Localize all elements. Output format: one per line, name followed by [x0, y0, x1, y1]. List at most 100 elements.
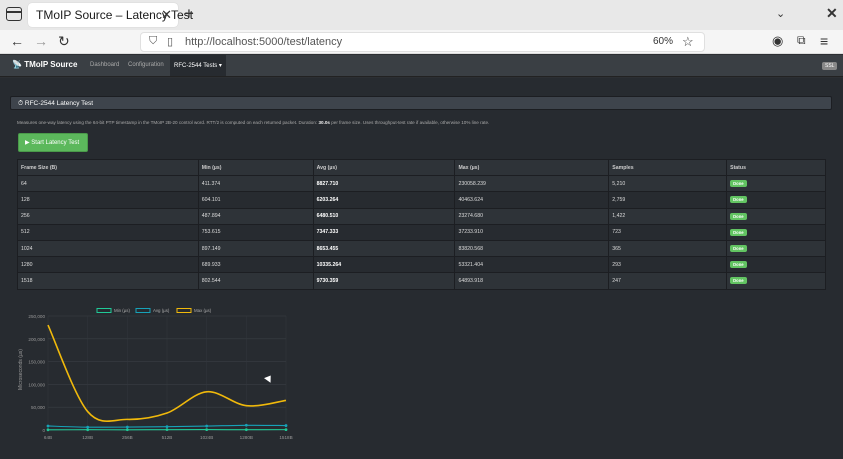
cell-frame-size: 1024: [17, 239, 199, 258]
extensions-icon[interactable]: ⧉: [797, 33, 806, 47]
cell-min: 604.101: [197, 191, 314, 209]
test-description: Measures one-way latency using the 64-bi…: [17, 120, 489, 125]
data-point: [205, 424, 209, 428]
legend-label: Avg (µs): [153, 308, 170, 313]
nav-rfc2544-tests[interactable]: RFC-2544 Tests ▾: [170, 55, 226, 76]
chart-legend: Min (µs) Avg (µs) Max (µs): [96, 308, 212, 313]
data-point: [244, 428, 248, 432]
tab-title: TMoIP Source – Latency Test: [36, 8, 193, 22]
tab-close-icon[interactable]: ✕: [161, 7, 172, 22]
table-row: 128 604.101 6203.264 40463.624 2,759 Done: [17, 191, 826, 209]
chart-x-ticks: 64B 128B 256B 512B 1024B 1280B 1518B: [44, 435, 293, 440]
nav-configuration[interactable]: Configuration: [128, 62, 164, 68]
data-point: [86, 425, 90, 429]
cell-samples: 723: [608, 223, 728, 241]
status-badge: Done: [730, 196, 747, 204]
legend-swatch: [176, 308, 192, 313]
url-bar[interactable]: ⛉ ▯ http://localhost:5000/test/latency 6…: [140, 32, 705, 52]
account-icon[interactable]: ◉: [772, 33, 784, 48]
shield-icon[interactable]: ⛉: [149, 35, 158, 47]
series-line-2: [47, 324, 287, 423]
chart-y-ticks: 250,000 200,000 150,000 100,000 50,000 0: [28, 314, 45, 433]
y-axis-label: Microseconds (µs): [18, 349, 24, 390]
table-row: 1280 689.933 10335.264 53321.404 293 Done: [17, 256, 826, 274]
start-latency-test-button[interactable]: ▶ Start Latency Test: [18, 133, 88, 152]
latency-panel: ⏱ RFC-2544 Latency Test Measures one-way…: [10, 96, 832, 459]
new-tab-icon[interactable]: +: [184, 4, 194, 23]
col-frame-size: Frame Size (B): [17, 158, 199, 177]
cell-status: Done: [726, 207, 826, 225]
page-info-icon[interactable]: ▯: [167, 36, 174, 48]
y-tick-label: 150,000: [28, 360, 45, 365]
cell-samples: 247: [608, 272, 728, 290]
browser-navbar: ← → ↻ ⛉ ▯ http://localhost:5000/test/lat…: [0, 30, 843, 54]
cell-avg: 8827.710: [312, 175, 456, 193]
satellite-icon: 📡: [12, 60, 22, 69]
cell-status: Done: [726, 272, 826, 290]
cell-avg: 9730.359: [312, 272, 456, 290]
cell-samples: 293: [608, 256, 728, 274]
legend-label: Max (µs): [194, 308, 212, 313]
col-max: Max (µs): [454, 158, 610, 177]
latency-chart: 250,000 200,000 150,000 100,000 50,000 0 64B 1…: [18, 308, 293, 440]
menu-icon[interactable]: ≡: [820, 33, 829, 49]
desc-text-post: per frame size. Uses throughput-test rat…: [329, 120, 490, 125]
cell-samples: 2,759: [608, 191, 728, 209]
chevron-down-icon[interactable]: ⌄: [776, 8, 786, 20]
cell-min: 753.615: [197, 223, 314, 241]
ssl-badge: SSL: [822, 62, 838, 70]
cell-samples: 1,422: [608, 207, 728, 225]
app-brand[interactable]: 📡 TMoIP Source: [12, 60, 77, 69]
nav-dashboard[interactable]: Dashboard: [90, 62, 120, 68]
cell-frame-size: 1518: [17, 272, 199, 290]
cell-avg: 6480.510: [312, 207, 456, 225]
stopwatch-icon: ⏱: [18, 100, 24, 107]
panel-title: ⏱ RFC-2544 Latency Test: [18, 100, 93, 108]
table-row: 256 487.894 6480.510 23274.680 1,422 Done: [17, 207, 826, 225]
status-badge: Done: [730, 180, 747, 188]
app-brand-label: TMoIP Source: [24, 60, 78, 69]
back-icon[interactable]: ←: [10, 33, 24, 49]
status-badge: Done: [730, 277, 747, 285]
col-avg: Avg (µs): [312, 158, 456, 177]
data-point: [244, 423, 248, 427]
browser-tab[interactable]: TMoIP Source – Latency Test ✕: [28, 3, 193, 27]
results-table-body: 64 411.374 8827.710 230058.239 5,210 Done 128 6…: [17, 175, 826, 290]
zoom-level[interactable]: 60%: [653, 36, 674, 47]
col-min: Min (µs): [197, 158, 314, 177]
x-tick-label: 1280B: [240, 435, 253, 440]
data-point: [86, 428, 90, 432]
forward-icon[interactable]: →: [34, 33, 48, 49]
bookmark-star-icon[interactable]: ☆: [682, 34, 694, 49]
cell-max: 37233.910: [454, 223, 610, 241]
x-tick-label: 1518B: [279, 435, 292, 440]
data-point: [165, 428, 169, 432]
status-badge: Done: [730, 245, 747, 253]
main-content: ⏱ RFC-2544 Latency Test Measures one-way…: [0, 78, 843, 459]
x-tick-label: 64B: [44, 435, 52, 440]
cell-max: 53321.404: [454, 256, 610, 274]
chart-grid: [47, 315, 287, 431]
cell-status: Done: [726, 191, 826, 209]
tab-overview-icon[interactable]: [6, 7, 22, 21]
cell-status: Done: [726, 256, 826, 274]
cell-max: 64893.918: [454, 272, 610, 290]
x-tick-label: 256B: [122, 435, 133, 440]
cell-min: 487.894: [197, 207, 314, 225]
reload-icon[interactable]: ↻: [58, 33, 70, 49]
cell-min: 411.374: [197, 175, 314, 193]
cell-samples: 5,210: [608, 175, 728, 193]
url-text[interactable]: http://localhost:5000/test/latency: [185, 36, 343, 48]
chart-series: [46, 324, 288, 432]
window-close-icon[interactable]: ✕: [826, 5, 838, 21]
cell-max: 40463.624: [454, 191, 610, 209]
table-row: 1024 897.149 8653.455 83820.568 365 Done: [17, 239, 826, 258]
cell-status: Done: [726, 239, 826, 258]
cell-max: 83820.568: [454, 239, 610, 258]
table-row: 64 411.374 8827.710 230058.239 5,210 Done: [17, 175, 826, 193]
cell-frame-size: 64: [17, 175, 199, 193]
cell-avg: 7347.333: [312, 223, 456, 241]
y-tick-label: 50,000: [31, 405, 45, 410]
data-point: [125, 428, 129, 432]
cell-frame-size: 128: [17, 191, 199, 209]
